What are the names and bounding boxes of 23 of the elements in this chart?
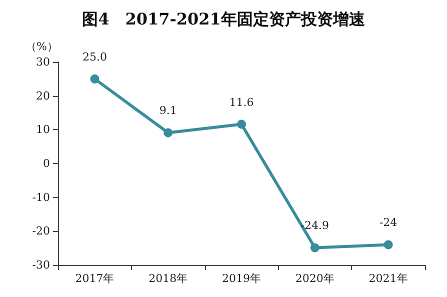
y-tick-label: 20 [36, 89, 50, 102]
data-label: 9.1 [159, 104, 177, 118]
y-axis-title: （%） [26, 40, 58, 53]
x-tick-label: 2017年 [75, 272, 114, 285]
point [310, 243, 320, 252]
chart-title: 图4 2017-2021年固定资产投资增速 [82, 10, 366, 28]
y-tick-label: -30 [32, 258, 50, 272]
point [384, 240, 393, 250]
data-label: -24 [379, 216, 398, 230]
y-tick-label: 10 [36, 123, 50, 136]
y-tick-label: -20 [32, 224, 50, 238]
data-label: 25.0 [82, 50, 107, 64]
data-label: 11.6 [229, 96, 254, 109]
x-tick-label: 2019年 [222, 272, 261, 285]
point [237, 120, 246, 129]
x-tick-label: 2020年 [295, 272, 334, 285]
y-tick-label: 30 [36, 56, 50, 68]
y-tick-label: 0 [43, 157, 50, 170]
x-tick-label: 2021年 [368, 272, 408, 285]
point [90, 74, 100, 84]
point [164, 128, 173, 138]
y-tick-label: -10 [32, 190, 50, 204]
x-tick-label: 2018年 [148, 272, 188, 285]
